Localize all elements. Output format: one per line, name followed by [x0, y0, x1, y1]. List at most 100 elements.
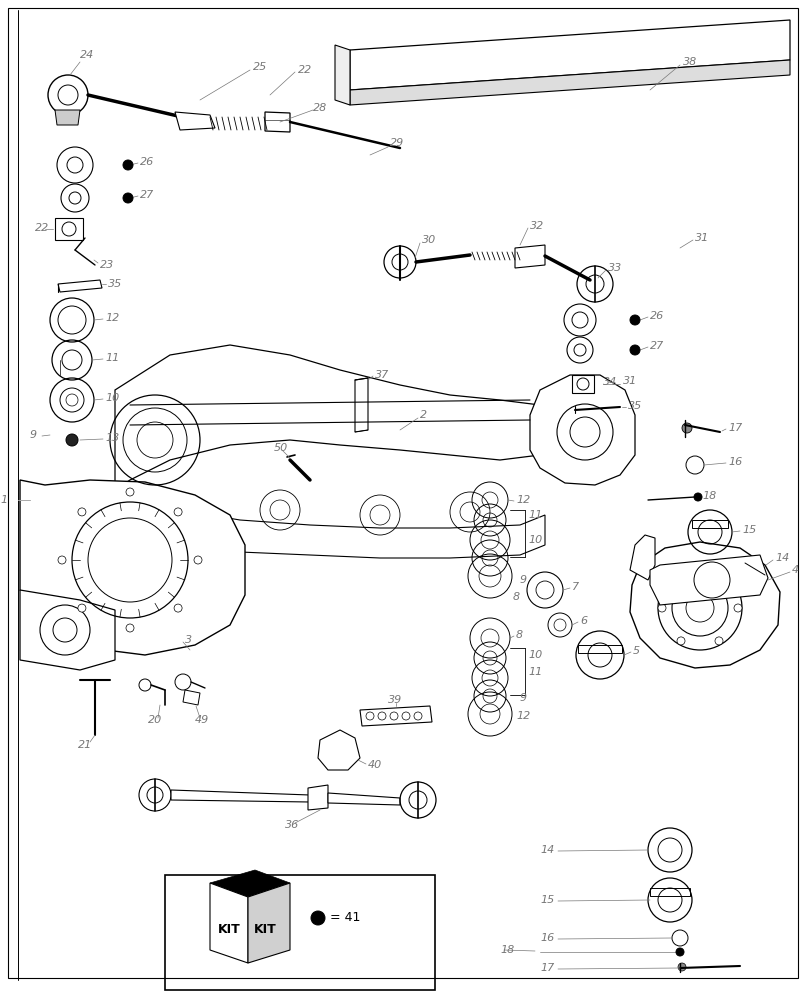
- Polygon shape: [630, 542, 779, 668]
- Circle shape: [78, 508, 86, 516]
- Text: 50: 50: [274, 443, 288, 453]
- Text: 10: 10: [528, 535, 541, 545]
- Polygon shape: [210, 883, 247, 963]
- Circle shape: [693, 493, 701, 501]
- Polygon shape: [308, 785, 328, 810]
- Text: 40: 40: [368, 760, 381, 770]
- Text: 21: 21: [78, 740, 92, 750]
- Polygon shape: [171, 790, 310, 802]
- Text: 1: 1: [1, 495, 7, 505]
- Circle shape: [194, 556, 202, 564]
- Circle shape: [126, 624, 134, 632]
- Circle shape: [630, 315, 639, 325]
- Circle shape: [677, 963, 685, 971]
- Text: KIT: KIT: [218, 923, 240, 936]
- Text: 35: 35: [627, 401, 642, 411]
- Text: 30: 30: [422, 235, 436, 245]
- Text: 2: 2: [419, 410, 426, 420]
- Text: 13: 13: [105, 433, 119, 443]
- Text: 22: 22: [298, 65, 312, 75]
- Circle shape: [402, 712, 410, 720]
- Text: 25: 25: [253, 62, 267, 72]
- Circle shape: [126, 488, 134, 496]
- Text: 27: 27: [140, 190, 154, 200]
- Circle shape: [733, 604, 741, 612]
- Circle shape: [66, 434, 78, 446]
- Text: 38: 38: [683, 57, 696, 67]
- Circle shape: [377, 712, 385, 720]
- Text: 23: 23: [100, 260, 114, 270]
- Text: 6: 6: [579, 616, 586, 626]
- Circle shape: [414, 712, 422, 720]
- Circle shape: [657, 604, 665, 612]
- Text: 11: 11: [528, 667, 541, 677]
- Text: 10: 10: [105, 393, 119, 403]
- Text: 11: 11: [105, 353, 119, 363]
- Circle shape: [123, 160, 132, 170]
- Bar: [577, 645, 622, 653]
- Text: 15: 15: [741, 525, 756, 535]
- Text: 18: 18: [701, 491, 715, 501]
- Text: 31: 31: [622, 376, 637, 386]
- Text: 5: 5: [632, 646, 639, 656]
- Polygon shape: [515, 245, 544, 268]
- Circle shape: [311, 911, 324, 925]
- Circle shape: [676, 571, 684, 579]
- Circle shape: [714, 571, 722, 579]
- Circle shape: [676, 637, 684, 645]
- Text: 24: 24: [80, 50, 94, 60]
- Text: 35: 35: [108, 279, 122, 289]
- Circle shape: [174, 508, 181, 516]
- Text: 7: 7: [571, 582, 578, 592]
- Bar: [649, 888, 689, 896]
- Text: 39: 39: [388, 695, 402, 705]
- Text: = 41: = 41: [329, 911, 360, 924]
- Text: 12: 12: [516, 495, 530, 505]
- Bar: [571, 375, 593, 393]
- Polygon shape: [349, 20, 789, 90]
- Polygon shape: [318, 730, 360, 770]
- Text: 3: 3: [185, 635, 192, 645]
- Polygon shape: [175, 112, 214, 130]
- Polygon shape: [58, 280, 102, 292]
- Circle shape: [365, 712, 373, 720]
- Polygon shape: [335, 45, 349, 105]
- Polygon shape: [20, 590, 115, 670]
- Polygon shape: [130, 490, 544, 558]
- Text: 37: 37: [374, 370, 389, 380]
- Text: 31: 31: [694, 233, 708, 243]
- Text: 8: 8: [512, 592, 520, 602]
- Text: 12: 12: [516, 711, 530, 721]
- Text: 15: 15: [540, 895, 553, 905]
- Circle shape: [714, 637, 722, 645]
- Text: 28: 28: [312, 103, 327, 113]
- Text: 11: 11: [528, 510, 541, 520]
- Text: 20: 20: [148, 715, 162, 725]
- Text: 26: 26: [140, 157, 154, 167]
- Polygon shape: [649, 555, 767, 605]
- Polygon shape: [355, 378, 368, 432]
- Circle shape: [123, 193, 132, 203]
- Polygon shape: [247, 883, 290, 963]
- Polygon shape: [20, 480, 245, 655]
- Circle shape: [681, 423, 691, 433]
- Text: 8: 8: [516, 630, 523, 640]
- Polygon shape: [210, 870, 290, 897]
- Text: 17: 17: [727, 423, 741, 433]
- Polygon shape: [328, 793, 400, 805]
- Polygon shape: [360, 706, 431, 726]
- Text: 22: 22: [35, 223, 49, 233]
- Text: 10: 10: [528, 650, 541, 660]
- Polygon shape: [55, 110, 80, 125]
- Text: 33: 33: [607, 263, 622, 273]
- Bar: [165, 875, 434, 990]
- Polygon shape: [630, 535, 654, 580]
- Text: 14: 14: [774, 553, 789, 563]
- Text: 34: 34: [602, 377, 617, 387]
- Text: 32: 32: [529, 221, 544, 231]
- Text: 14: 14: [540, 845, 553, 855]
- Polygon shape: [265, 112, 290, 132]
- Text: 18: 18: [499, 945, 514, 955]
- Circle shape: [675, 948, 683, 956]
- Text: KIT: KIT: [254, 923, 276, 936]
